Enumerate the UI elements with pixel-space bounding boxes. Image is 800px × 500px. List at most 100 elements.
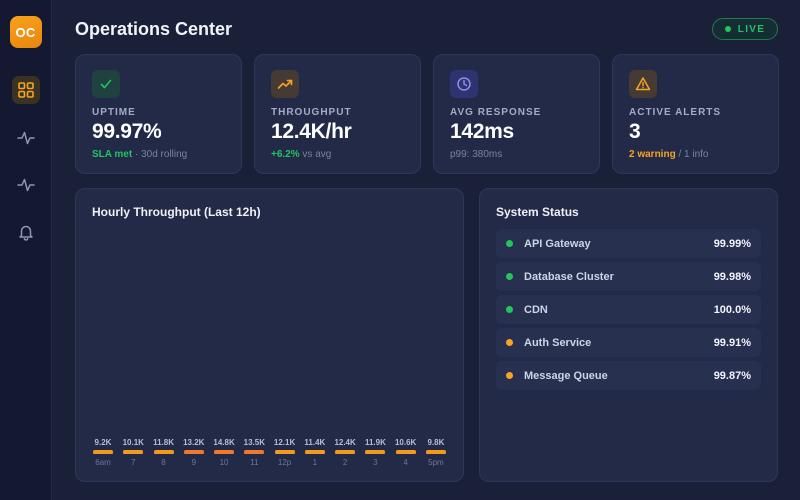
service-row[interactable]: CDN 100.0% <box>496 295 761 324</box>
bar[interactable] <box>304 450 325 454</box>
bar-chart: 9.2K 6am 10.1K 7 11.8K 8 13.2K 9 14.8K 10 13.5K 11 1… <box>92 437 447 467</box>
service-uptime: 99.91% <box>713 336 751 349</box>
kpi-card-active-alerts[interactable]: ACTIVE ALERTS 3 2 warning / 1 info <box>612 54 779 174</box>
grid-icon <box>17 81 35 99</box>
service-uptime: 99.87% <box>713 369 751 382</box>
page-title: Operations Center <box>75 19 233 39</box>
kpi-value: 3 <box>629 120 641 143</box>
bar-column[interactable]: 11.8K 8 <box>153 437 175 467</box>
bar[interactable] <box>123 450 144 454</box>
service-name: CDN <box>524 303 548 316</box>
bar[interactable] <box>153 450 174 454</box>
service-row[interactable]: Message Queue 99.87% <box>496 361 761 390</box>
kpi-sub-detail: / 1 info <box>675 149 709 160</box>
kpi-label: AVG RESPONSE <box>450 107 542 118</box>
bar-column[interactable]: 9.2K 6am <box>92 437 114 467</box>
kpi-sub-detail: vs avg <box>299 149 332 160</box>
sidebar: OC <box>0 0 52 500</box>
kpi-card-avg-response[interactable]: AVG RESPONSE 142ms p99: 380ms <box>433 54 600 174</box>
chart-title: Hourly Throughput (Last 12h) <box>92 205 261 219</box>
live-status-badge: LIVE <box>712 18 778 40</box>
sidebar-item-dashboard[interactable] <box>11 76 40 104</box>
status-dot-icon <box>506 372 513 379</box>
service-name: Auth Service <box>524 336 592 349</box>
bar[interactable] <box>93 450 113 454</box>
bar-category-label: 2 <box>342 458 348 467</box>
alert-triangle-icon <box>629 70 657 98</box>
kpi-value: 142ms <box>450 120 514 143</box>
bar-column[interactable]: 13.2K 9 <box>183 437 205 467</box>
bar-value-label: 9.8K <box>427 438 445 447</box>
bar-category-label: 12p <box>277 458 292 467</box>
bar-value-label: 9.2K <box>94 438 112 447</box>
service-uptime: 99.98% <box>713 270 751 283</box>
service-row[interactable]: Database Cluster 99.98% <box>496 262 761 291</box>
bell-icon <box>17 223 35 241</box>
live-dot-icon <box>724 26 731 32</box>
service-name: Message Queue <box>524 369 608 382</box>
bar[interactable] <box>395 450 416 454</box>
bar[interactable] <box>335 450 356 454</box>
bar-column[interactable]: 12.4K 2 <box>334 437 356 467</box>
bar-category-label: 6am <box>95 458 111 467</box>
kpi-card-uptime[interactable]: UPTIME 99.97% SLA met · 30d rolling <box>75 54 242 174</box>
bar-column[interactable]: 13.5K 11 <box>243 437 265 467</box>
bar[interactable] <box>274 450 295 454</box>
bar[interactable] <box>183 450 204 454</box>
bar-category-label: 8 <box>161 458 166 467</box>
kpi-label: THROUGHPUT <box>271 107 352 118</box>
kpi-value: 12.4K/hr <box>271 120 352 143</box>
bar[interactable] <box>214 450 235 454</box>
service-name: API Gateway <box>524 237 591 250</box>
bar-category-label: 4 <box>403 458 408 467</box>
service-name: Database Cluster <box>524 270 614 283</box>
bar-category-label: 5pm <box>428 458 444 467</box>
bar-value-label: 13.2K <box>183 438 205 447</box>
bar-column[interactable]: 9.8K 5pm <box>425 437 447 467</box>
sidebar-item-alerts[interactable] <box>12 218 40 246</box>
service-uptime: 100.0% <box>713 303 751 316</box>
kpi-sub-detail: · 30d rolling <box>132 149 188 160</box>
activity-icon <box>16 129 35 147</box>
status-dot-icon <box>506 339 513 346</box>
bar-value-label: 14.8K <box>213 438 235 447</box>
status-title: System Status <box>496 205 579 219</box>
sidebar-item-metrics[interactable] <box>12 171 40 199</box>
throughput-chart-panel: Hourly Throughput (Last 12h) 9.2K 6am 10.1… <box>75 188 464 482</box>
live-label: LIVE <box>737 23 766 35</box>
status-dot-icon <box>506 240 513 247</box>
bar-column[interactable]: 10.6K 4 <box>395 437 417 467</box>
bar-category-label: 1 <box>312 458 318 467</box>
bar-column[interactable]: 14.8K 10 <box>213 437 235 467</box>
app-logo[interactable]: OC <box>9 16 42 48</box>
bar-category-label: 3 <box>373 458 378 467</box>
bar-category-label: 9 <box>191 458 197 467</box>
bar-value-label: 10.1K <box>122 438 144 447</box>
bar-value-label: 11.8K <box>153 438 174 447</box>
bar-column[interactable]: 11.9K 3 <box>364 437 386 467</box>
status-dot-icon <box>506 273 513 280</box>
bar-column[interactable]: 10.1K 7 <box>122 437 144 467</box>
trending-up-icon <box>271 70 299 98</box>
clock-icon <box>450 70 478 98</box>
bar-value-label: 11.9K <box>364 438 386 447</box>
kpi-subtext: +6.2% vs avg <box>271 149 331 160</box>
sidebar-item-activity[interactable] <box>12 124 40 152</box>
bar-category-label: 7 <box>131 458 136 467</box>
kpi-card-throughput[interactable]: THROUGHPUT 12.4K/hr +6.2% vs avg <box>254 54 421 174</box>
bar-column[interactable]: 11.4K 1 <box>304 437 326 467</box>
kpi-subtext: SLA met · 30d rolling <box>92 149 187 160</box>
kpi-subtext: 2 warning / 1 info <box>629 149 709 160</box>
bar[interactable] <box>244 450 265 454</box>
bar-column[interactable]: 12.1K 12p <box>274 437 296 467</box>
service-row[interactable]: API Gateway 99.99% <box>496 229 761 258</box>
kpi-sub-highlight: 2 warning <box>629 149 676 160</box>
service-row[interactable]: Auth Service 99.91% <box>496 328 761 357</box>
bar[interactable] <box>365 450 386 454</box>
bar-category-label: 11 <box>250 458 259 467</box>
bar-value-label: 12.1K <box>273 438 296 447</box>
kpi-sub-highlight: +6.2% <box>271 149 300 160</box>
bar-category-label: 10 <box>219 458 229 467</box>
bar-value-label: 12.4K <box>334 438 356 447</box>
bar[interactable] <box>425 450 446 454</box>
